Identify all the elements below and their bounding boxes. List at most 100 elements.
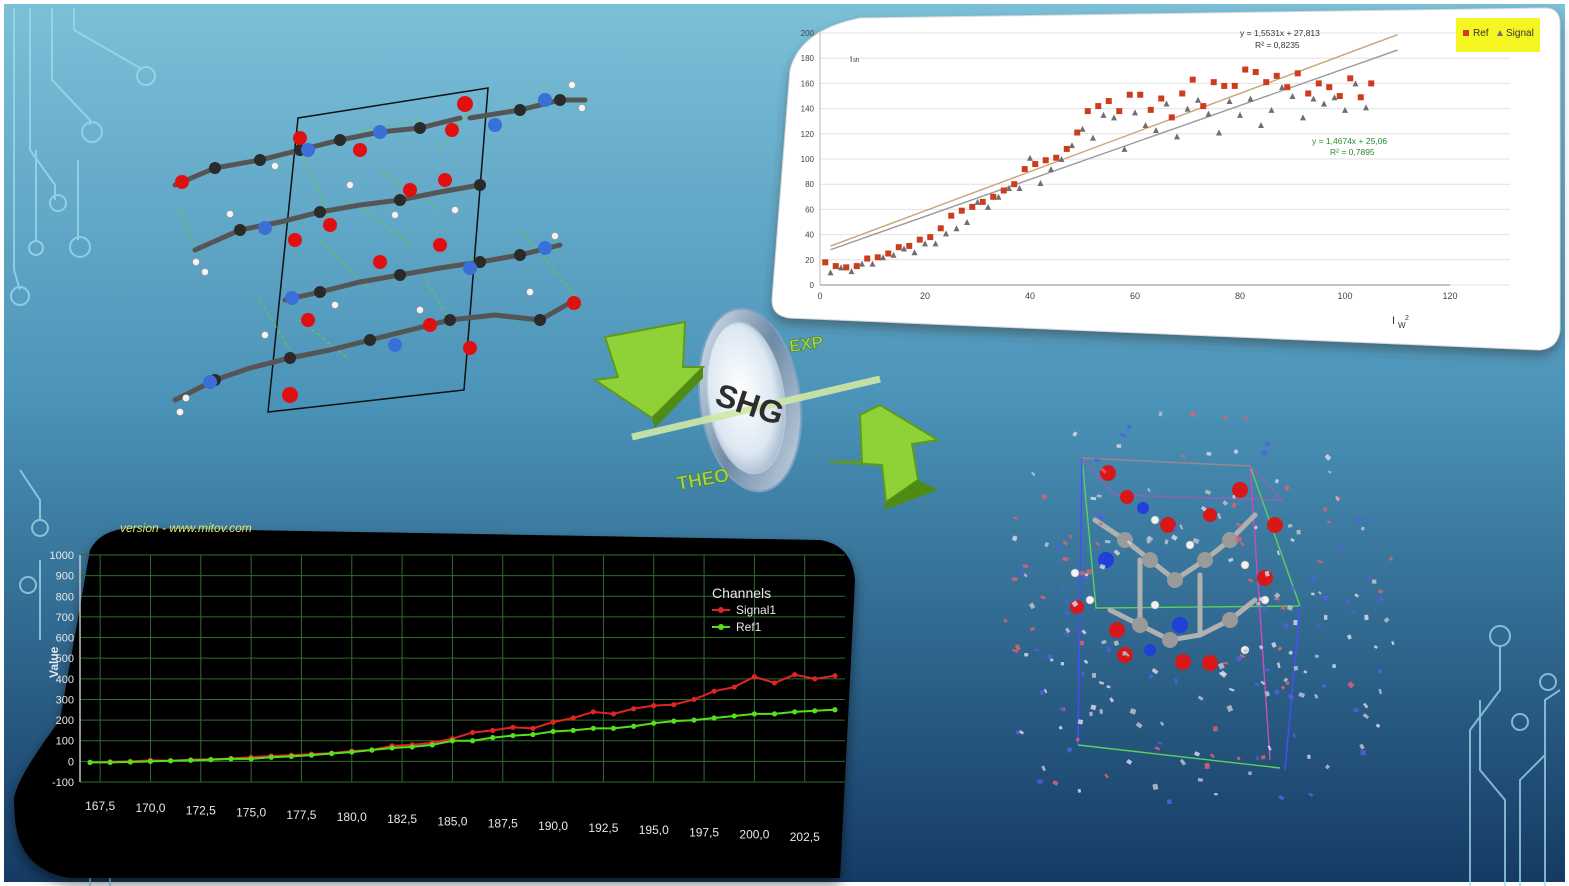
field-point bbox=[1064, 598, 1069, 604]
field-point bbox=[1099, 709, 1103, 714]
field-point bbox=[1292, 732, 1296, 738]
field-point bbox=[1158, 411, 1163, 417]
field-point bbox=[1157, 741, 1163, 745]
crystal-packing-diagram bbox=[172, 81, 588, 416]
field-point bbox=[1129, 708, 1137, 715]
field-point bbox=[1338, 546, 1344, 551]
field-point bbox=[1194, 751, 1201, 757]
field-point bbox=[1135, 721, 1143, 729]
field-point bbox=[1022, 564, 1029, 569]
field-point bbox=[1253, 525, 1259, 530]
field-point bbox=[1223, 661, 1229, 665]
field-point bbox=[1271, 641, 1277, 648]
field-point bbox=[1325, 764, 1330, 770]
field-point bbox=[1276, 662, 1281, 669]
field-point bbox=[1278, 795, 1285, 801]
field-point bbox=[1066, 746, 1073, 753]
field-point bbox=[1323, 615, 1328, 620]
field-point bbox=[1096, 494, 1102, 498]
field-point bbox=[1147, 487, 1151, 493]
field-point bbox=[1106, 646, 1111, 653]
field-point bbox=[1059, 707, 1065, 711]
field-point bbox=[1058, 725, 1063, 730]
field-point bbox=[1231, 502, 1237, 509]
field-point bbox=[1323, 594, 1329, 602]
field-point bbox=[1079, 571, 1086, 576]
field-point bbox=[1040, 595, 1046, 600]
field-point bbox=[1258, 596, 1264, 602]
field-point bbox=[1353, 708, 1359, 713]
field-point bbox=[1179, 524, 1184, 530]
field-point bbox=[1256, 602, 1261, 606]
field-point bbox=[1192, 537, 1200, 544]
field-point bbox=[1166, 799, 1172, 805]
field-point bbox=[1364, 614, 1369, 621]
field-point bbox=[1039, 689, 1045, 696]
field-point bbox=[1236, 756, 1241, 761]
field-point bbox=[1094, 457, 1101, 463]
field-point bbox=[1298, 692, 1306, 698]
field-point bbox=[1371, 579, 1377, 584]
field-point bbox=[1206, 451, 1212, 457]
circuit-traces-right bbox=[1469, 625, 1561, 886]
field-point bbox=[1034, 648, 1039, 652]
field-point bbox=[1104, 539, 1111, 544]
field-point bbox=[1318, 591, 1322, 595]
field-point bbox=[1217, 512, 1222, 520]
field-point bbox=[1287, 523, 1293, 528]
field-point bbox=[1204, 762, 1210, 770]
field-point bbox=[1267, 745, 1272, 751]
field-point bbox=[1099, 563, 1106, 570]
field-point bbox=[1378, 669, 1383, 674]
field-point bbox=[1113, 640, 1120, 647]
field-point bbox=[1287, 693, 1295, 701]
electrostatic-field-diagram bbox=[1003, 411, 1395, 805]
field-point bbox=[1258, 644, 1264, 650]
field-point bbox=[1077, 788, 1082, 793]
field-point bbox=[1037, 779, 1043, 784]
field-point bbox=[1083, 659, 1089, 665]
field-point bbox=[1080, 671, 1086, 676]
field-point bbox=[1276, 550, 1280, 556]
field-point bbox=[1228, 687, 1235, 692]
field-point bbox=[1363, 702, 1369, 709]
field-point bbox=[1084, 573, 1089, 577]
field-point bbox=[1089, 711, 1093, 717]
field-point bbox=[1235, 522, 1242, 527]
field-point bbox=[1124, 651, 1130, 657]
field-point bbox=[1355, 516, 1362, 523]
field-point bbox=[1264, 690, 1271, 697]
field-point bbox=[1277, 646, 1283, 652]
field-point bbox=[1327, 470, 1332, 474]
field-point bbox=[1378, 589, 1384, 594]
field-point bbox=[1204, 489, 1212, 495]
field-point bbox=[1388, 556, 1394, 561]
field-point bbox=[1077, 719, 1084, 725]
field-point bbox=[1024, 653, 1029, 657]
field-point bbox=[1065, 627, 1071, 634]
field-point bbox=[1236, 656, 1242, 661]
field-point bbox=[1151, 668, 1159, 675]
field-point bbox=[1273, 592, 1281, 599]
field-point bbox=[1296, 529, 1301, 535]
field-point bbox=[1012, 516, 1019, 520]
field-point bbox=[1081, 629, 1087, 635]
field-point bbox=[1307, 754, 1311, 760]
field-point bbox=[1041, 493, 1048, 500]
field-point bbox=[1360, 750, 1366, 756]
field-point bbox=[1100, 467, 1107, 474]
field-point bbox=[1180, 453, 1186, 459]
field-point bbox=[1324, 453, 1332, 461]
field-point bbox=[1164, 539, 1169, 545]
field-point bbox=[1285, 681, 1290, 686]
field-point bbox=[1265, 441, 1271, 446]
field-point bbox=[1062, 540, 1069, 546]
field-point bbox=[1174, 678, 1178, 685]
field-point bbox=[1126, 540, 1133, 546]
field-point bbox=[1255, 756, 1260, 761]
field-point bbox=[1003, 618, 1008, 623]
field-point bbox=[1086, 568, 1092, 575]
field-point bbox=[1079, 640, 1085, 646]
